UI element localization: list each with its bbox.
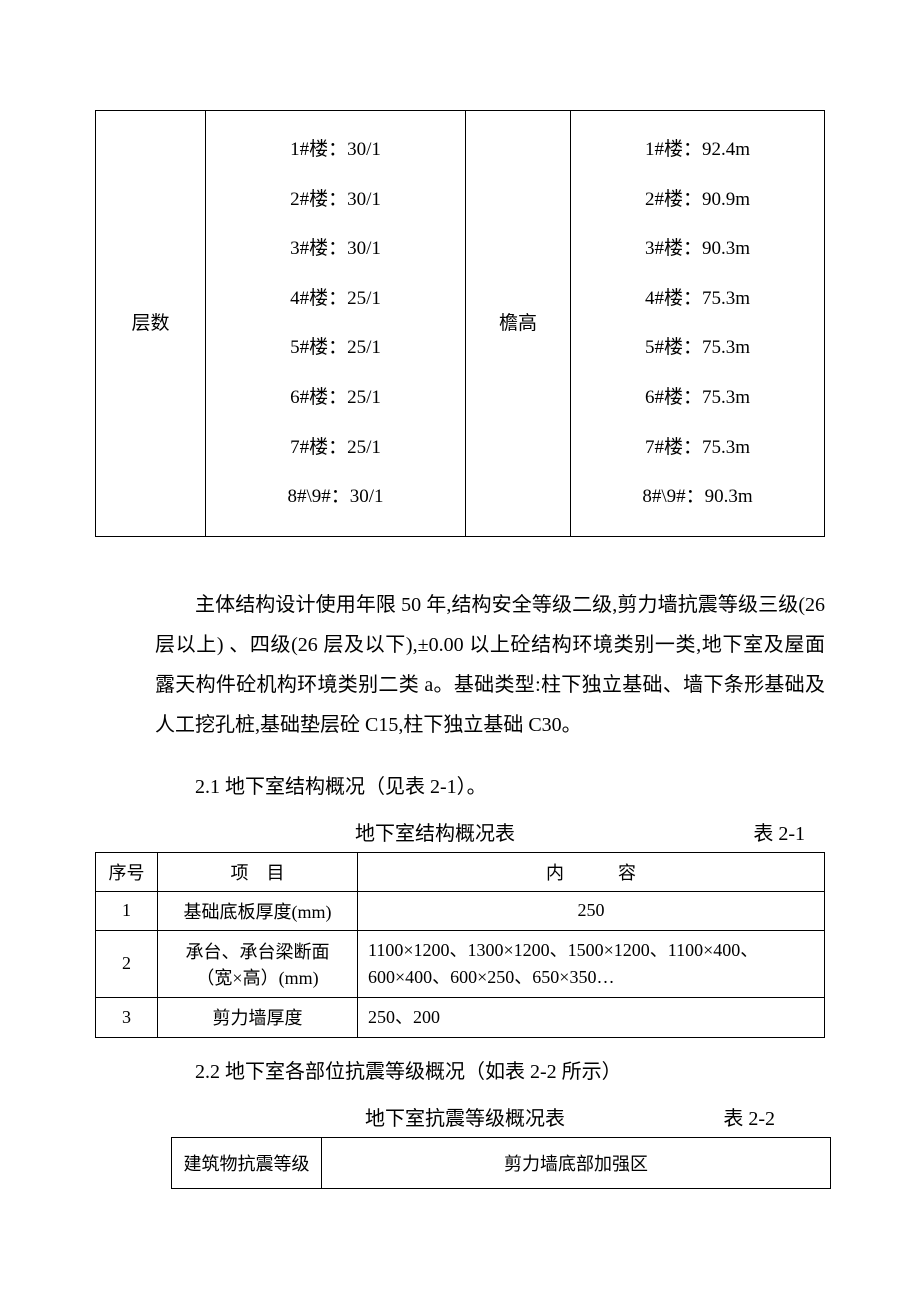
document-page: 层数 1#楼：30/1 2#楼：30/1 3#楼：30/1 4#楼：25/1 5… <box>0 0 920 1249</box>
floor-line: 7#楼：25/1 <box>214 423 457 473</box>
eave-height-values-list: 1#楼：92.4m 2#楼：90.9m 3#楼：90.3m 4#楼：75.3m … <box>579 125 816 522</box>
table-2-1-title: 地下室结构概况表 <box>355 817 515 846</box>
cell-item: 剪力墙厚度 <box>158 997 358 1037</box>
cell-content: 250 <box>358 891 825 930</box>
eave-height-label: 檐高 <box>499 313 537 334</box>
floor-line: 1#楼：30/1 <box>214 125 457 175</box>
floors-label-cell: 层数 <box>96 111 206 537</box>
height-line: 2#楼：90.9m <box>579 175 816 225</box>
floors-values-list: 1#楼：30/1 2#楼：30/1 3#楼：30/1 4#楼：25/1 5#楼：… <box>214 125 457 522</box>
eave-height-values-cell: 1#楼：92.4m 2#楼：90.9m 3#楼：90.3m 4#楼：75.3m … <box>571 111 825 537</box>
height-line: 1#楼：92.4m <box>579 125 816 175</box>
table-2-1-label: 表 2-1 <box>753 817 805 846</box>
floors-label: 层数 <box>131 313 169 334</box>
cell-item: 承台、承台梁断面（宽×高）(mm) <box>158 930 358 997</box>
height-line: 5#楼：75.3m <box>579 323 816 373</box>
cell-seq: 2 <box>96 930 158 997</box>
floor-line: 6#楼：25/1 <box>214 373 457 423</box>
table-row: 1 基础底板厚度(mm) 250 <box>96 891 825 930</box>
height-line: 7#楼：75.3m <box>579 423 816 473</box>
subheading-2-2: 2.2 地下室各部位抗震等级概况（如表 2-2 所示） <box>155 1052 825 1092</box>
cell-content: 250、200 <box>358 997 825 1037</box>
table-2-2-label: 表 2-2 <box>723 1102 775 1131</box>
cell-seq: 1 <box>96 891 158 930</box>
structure-description-paragraph: 主体结构设计使用年限 50 年,结构安全等级二级,剪力墙抗震等级三级(26 层以… <box>155 585 825 745</box>
floor-line: 5#楼：25/1 <box>214 323 457 373</box>
table-2-2-caption-row: 地下室抗震等级概况表 表 2-2 <box>95 1102 825 1131</box>
table-row: 3 剪力墙厚度 250、200 <box>96 997 825 1037</box>
height-line: 4#楼：75.3m <box>579 274 816 324</box>
floor-line: 3#楼：30/1 <box>214 224 457 274</box>
table-2-2-title: 地下室抗震等级概况表 <box>365 1102 565 1131</box>
table-2-1-caption-row: 地下室结构概况表 表 2-1 <box>95 817 825 846</box>
cell-item: 基础底板厚度(mm) <box>158 891 358 930</box>
table-row: 2 承台、承台梁断面（宽×高）(mm) 1100×1200、1300×1200、… <box>96 930 825 997</box>
header-item: 项 目 <box>158 852 358 891</box>
height-line: 3#楼：90.3m <box>579 224 816 274</box>
table-row: 建筑物抗震等级 剪力墙底部加强区 <box>172 1137 831 1188</box>
cell-content: 1100×1200、1300×1200、1500×1200、1100×400、6… <box>358 930 825 997</box>
floors-height-table: 层数 1#楼：30/1 2#楼：30/1 3#楼：30/1 4#楼：25/1 5… <box>95 110 825 537</box>
height-line: 6#楼：75.3m <box>579 373 816 423</box>
header-seq: 序号 <box>96 852 158 891</box>
subheading-2-1: 2.1 地下室结构概况（见表 2-1）。 <box>155 767 825 807</box>
seismic-grade-table: 建筑物抗震等级 剪力墙底部加强区 <box>171 1137 831 1189</box>
cell-shear-wall-zone: 剪力墙底部加强区 <box>322 1137 831 1188</box>
floor-line: 8#\9#：30/1 <box>214 472 457 522</box>
table-header-row: 序号 项 目 内 容 <box>96 852 825 891</box>
cell-seq: 3 <box>96 997 158 1037</box>
floor-line: 4#楼：25/1 <box>214 274 457 324</box>
cell-building-seismic-grade: 建筑物抗震等级 <box>172 1137 322 1188</box>
floor-line: 2#楼：30/1 <box>214 175 457 225</box>
basement-structure-table: 序号 项 目 内 容 1 基础底板厚度(mm) 250 2 承台、承台梁断面（宽… <box>95 852 825 1038</box>
header-content: 内 容 <box>358 852 825 891</box>
floors-values-cell: 1#楼：30/1 2#楼：30/1 3#楼：30/1 4#楼：25/1 5#楼：… <box>206 111 466 537</box>
eave-height-label-cell: 檐高 <box>466 111 571 537</box>
height-line: 8#\9#：90.3m <box>579 472 816 522</box>
